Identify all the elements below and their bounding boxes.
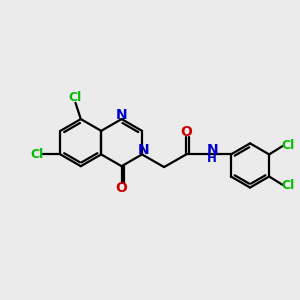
Text: Cl: Cl [281,139,294,152]
Text: N: N [137,143,149,157]
Text: O: O [116,181,127,195]
Text: Cl: Cl [68,92,82,104]
Text: N: N [206,143,218,157]
Text: N: N [116,108,127,122]
Text: Cl: Cl [31,148,44,161]
Text: Cl: Cl [281,179,294,192]
Text: O: O [180,125,192,139]
Text: H: H [207,152,217,165]
